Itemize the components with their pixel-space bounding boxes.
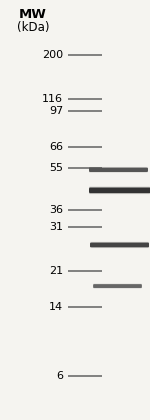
Text: 21: 21 (49, 266, 63, 276)
Text: 6: 6 (56, 371, 63, 381)
Text: 14: 14 (49, 302, 63, 312)
Text: 116: 116 (42, 94, 63, 104)
Text: (kDa): (kDa) (17, 21, 49, 34)
Text: 97: 97 (49, 106, 63, 116)
Text: 36: 36 (49, 205, 63, 215)
Text: 200: 200 (42, 50, 63, 60)
Text: 66: 66 (49, 142, 63, 152)
Text: 31: 31 (49, 222, 63, 232)
Text: MW: MW (19, 8, 47, 21)
Text: 55: 55 (49, 163, 63, 173)
